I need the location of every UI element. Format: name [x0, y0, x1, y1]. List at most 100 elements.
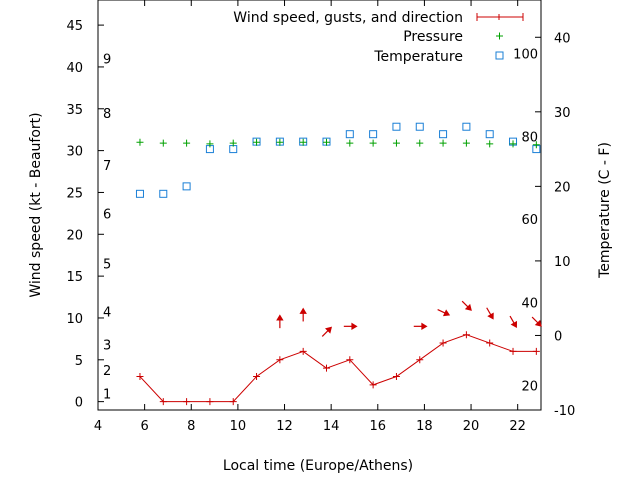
y-tick-label: 5 [75, 354, 83, 369]
temperature-point [439, 130, 448, 139]
wind-point [206, 398, 214, 406]
wind-direction-arrow [531, 316, 542, 327]
wind-point [416, 356, 424, 364]
legend-swatch-wind-marker [496, 14, 502, 20]
pressure-point [229, 139, 237, 147]
temperature-series [135, 122, 541, 198]
x-tick-label: 4 [94, 419, 102, 434]
wind-direction-arrow [413, 322, 428, 331]
y-tick-label: 40 [66, 61, 83, 76]
pressure-point [486, 140, 494, 148]
wind-direction-arrow [486, 307, 494, 320]
wind-point [136, 373, 144, 381]
y2-axis-label: Temperature (C - F) [597, 142, 613, 279]
pressure-point [322, 138, 330, 146]
y2-tick-label: 20 [554, 180, 571, 195]
pressure-point [276, 138, 284, 146]
wind-series [136, 331, 540, 406]
beaufort-label: 6 [103, 207, 111, 222]
fahrenheit-label: 60 [521, 213, 538, 228]
legend-label-temperature: Temperature [373, 49, 463, 65]
pressure-point [183, 139, 191, 147]
y2-tick-label: -10 [554, 404, 575, 419]
y-tick-label: 15 [66, 270, 83, 285]
pressure-point [299, 138, 307, 146]
y-tick-label: 35 [66, 103, 83, 118]
wind-line [139, 334, 537, 403]
arrow-head [351, 322, 358, 331]
pressure-point [532, 141, 540, 149]
wind-direction-arrow [321, 326, 332, 337]
wind-point [276, 356, 284, 364]
pressure-point [509, 140, 517, 148]
y2-tick-label: 0 [554, 329, 562, 344]
wind-point [159, 398, 167, 406]
beaufort-label: 2 [103, 364, 111, 379]
y-tick-label: 10 [66, 312, 83, 327]
legend-label-wind: Wind speed, gusts, and direction [233, 10, 463, 26]
arrow-head [299, 307, 307, 314]
wind-point [322, 364, 330, 372]
fahrenheit-label: 20 [521, 379, 538, 394]
y-axis-left: 0 5 10 15 20 25 30 35 40 45 [66, 19, 104, 411]
temperature-point [369, 130, 378, 139]
wind-direction-arrow [299, 307, 307, 322]
beaufort-label: 4 [103, 305, 111, 320]
y-axis-right: -10 0 10 20 30 40 [535, 31, 575, 419]
wind-direction-arrow [509, 315, 518, 329]
y-tick-label: 20 [66, 228, 83, 243]
wind-direction-arrow [437, 309, 451, 317]
y2-tick-label: 30 [554, 106, 571, 121]
temperature-point [182, 182, 191, 191]
beaufort-label: 8 [103, 107, 111, 122]
legend-label-pressure: Pressure [403, 29, 463, 45]
wind-point [369, 381, 377, 389]
x-tick-label: 10 [230, 419, 247, 434]
pressure-point [206, 140, 214, 148]
pressure-series [136, 138, 540, 149]
fahrenheit-label: 40 [521, 297, 538, 312]
x-tick-label: 22 [509, 419, 526, 434]
temperature-point [345, 130, 354, 139]
beaufort-label: 7 [103, 159, 111, 174]
temperature-point [462, 122, 471, 131]
arrow-head [325, 326, 332, 334]
x-axis: 4 6 8 10 12 14 16 18 20 22 [94, 0, 526, 434]
wind-point [439, 339, 447, 347]
wind-direction-arrow [276, 314, 284, 329]
x-tick-label: 8 [187, 419, 195, 434]
x-tick-label: 18 [416, 419, 433, 434]
temperature-point [415, 122, 424, 131]
wind-point [462, 331, 470, 339]
beaufort-label: 3 [103, 339, 111, 354]
legend: Wind speed, gusts, and direction Pressur… [233, 10, 524, 65]
y2-tick-label: 40 [554, 31, 571, 46]
fahrenheit-label: 100 [513, 48, 538, 63]
wind-direction-arrows [276, 300, 542, 337]
wind-point [486, 339, 494, 347]
fahrenheit-scale: 20 40 60 80 100 [513, 48, 538, 395]
pressure-point [462, 139, 470, 147]
arrow-head [442, 309, 451, 317]
arrow-head [464, 303, 472, 311]
wind-point [346, 356, 354, 364]
wind-direction-arrow [343, 322, 358, 331]
legend-swatch-pressure [496, 32, 503, 40]
y-tick-label: 45 [66, 19, 83, 34]
y-tick-label: 0 [75, 396, 83, 411]
beaufort-scale: 1 2 3 4 5 6 7 8 9 [103, 53, 111, 403]
y-axis-label: Wind speed (kt - Beaufort) [28, 112, 44, 297]
arrow-head [487, 312, 494, 320]
arrow-head [510, 320, 518, 329]
pressure-point [136, 138, 144, 146]
y-tick-label: 30 [66, 145, 83, 160]
wind-point [253, 373, 261, 381]
wind-point [183, 398, 191, 406]
pressure-point [416, 139, 424, 147]
x-tick-label: 20 [463, 419, 480, 434]
temperature-point [229, 145, 238, 154]
plot-frame [97, 0, 542, 411]
x-tick-label: 12 [276, 419, 293, 434]
x-axis-label: Local time (Europe/Athens) [223, 458, 413, 474]
